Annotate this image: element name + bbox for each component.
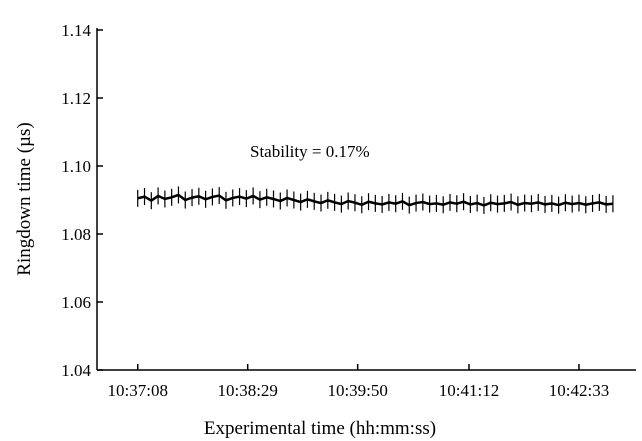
x-axis-title: Experimental time (hh:mm:ss) (204, 418, 436, 439)
y-tick-label: 1.14 (61, 21, 91, 40)
y-axis-title: Ringdown time (µs) (14, 122, 35, 275)
annotation: Stability = 0.17% (250, 142, 370, 161)
x-tick-label: 10:38:29 (217, 381, 277, 400)
y-tick-label: 1.06 (61, 293, 91, 312)
y-tick-label: 1.08 (61, 225, 91, 244)
x-tick-label: 10:41:12 (439, 381, 499, 400)
y-tick-label: 1.12 (61, 89, 91, 108)
x-tick-label: 10:42:33 (549, 381, 609, 400)
y-tick-label: 1.04 (61, 361, 91, 380)
x-tick-label: 10:37:08 (108, 381, 168, 400)
x-tick-label: 10:39:50 (327, 381, 387, 400)
y-tick-label: 1.10 (61, 157, 91, 176)
